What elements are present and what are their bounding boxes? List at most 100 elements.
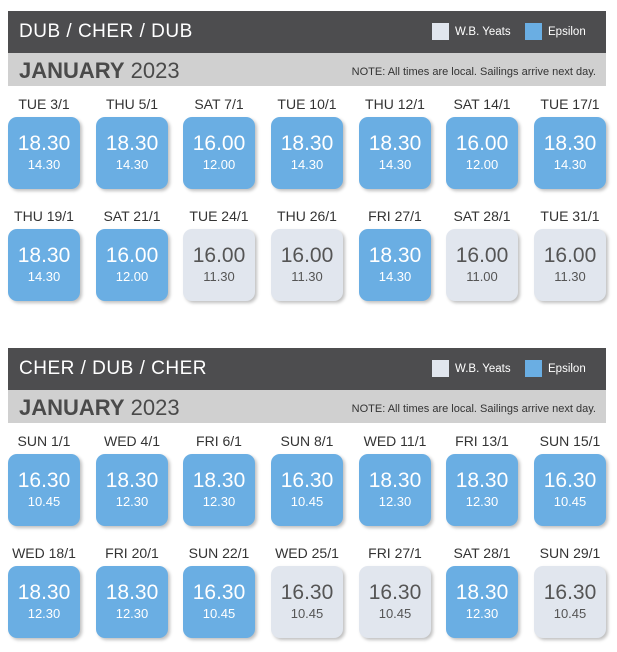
day-label: WED 11/1 (363, 433, 427, 449)
departure-time: 16.00 (192, 132, 246, 155)
departure-time: 16.30 (543, 469, 597, 492)
sailing-time-box[interactable]: 18.30 12.30 (96, 454, 168, 526)
sailing-day[interactable]: FRI 6/1 18.30 12.30 (183, 431, 255, 526)
day-label: SUN 22/1 (188, 545, 250, 561)
arrival-time: 12.30 (202, 494, 236, 509)
sailing-day[interactable]: WED 4/1 18.30 12.30 (96, 431, 168, 526)
sailing-day[interactable]: TUE 24/1 16.00 11.30 (183, 206, 255, 301)
sailing-day[interactable]: SUN 8/1 16.30 10.45 (271, 431, 343, 526)
sailing-time-box[interactable]: 16.30 10.45 (271, 454, 343, 526)
wb-yeats-swatch (432, 360, 449, 377)
sailing-day[interactable]: FRI 20/1 18.30 12.30 (96, 543, 168, 638)
sailing-time-box[interactable]: 16.30 10.45 (271, 566, 343, 638)
sailing-time-box[interactable]: 16.30 10.45 (534, 454, 606, 526)
sailing-day[interactable]: WED 18/1 18.30 12.30 (8, 543, 80, 638)
epsilon-swatch (525, 360, 542, 377)
sailing-day[interactable]: SUN 15/1 16.30 10.45 (534, 431, 606, 526)
sailing-day[interactable]: SAT 28/1 16.00 11.00 (446, 206, 518, 301)
sailing-time-box[interactable]: 16.30 10.45 (183, 566, 255, 638)
sailing-time-box[interactable]: 18.30 14.30 (96, 117, 168, 189)
day-label: SAT 7/1 (194, 96, 244, 112)
legend-epsilon: Epsilon (525, 23, 586, 40)
sailing-day[interactable]: WED 25/1 16.30 10.45 (271, 543, 343, 638)
sailing-time-box[interactable]: 16.00 11.30 (183, 229, 255, 301)
day-label: WED 18/1 (12, 545, 76, 561)
arrival-time: 14.30 (27, 157, 61, 172)
sailing-time-box[interactable]: 16.00 12.00 (96, 229, 168, 301)
departure-time: 16.00 (543, 244, 597, 267)
sailing-time-box[interactable]: 16.00 12.00 (183, 117, 255, 189)
sailing-time-box[interactable]: 18.30 12.30 (446, 566, 518, 638)
sailing-day[interactable]: SAT 21/1 16.00 12.00 (96, 206, 168, 301)
arrival-time: 14.30 (115, 157, 149, 172)
sailing-day[interactable]: FRI 27/1 16.30 10.45 (359, 543, 431, 638)
arrival-time: 14.30 (378, 157, 412, 172)
departure-time: 16.30 (543, 581, 597, 604)
arrival-time: 12.00 (465, 157, 499, 172)
sailing-day[interactable]: TUE 3/1 18.30 14.30 (8, 94, 80, 189)
wb-yeats-swatch (432, 23, 449, 40)
sailing-day[interactable]: FRI 27/1 18.30 14.30 (359, 206, 431, 301)
sailing-day[interactable]: THU 19/1 18.30 14.30 (8, 206, 80, 301)
sailing-time-box[interactable]: 18.30 14.30 (534, 117, 606, 189)
sailing-time-box[interactable]: 18.30 14.30 (8, 229, 80, 301)
month-year: 2023 (130, 395, 180, 420)
day-label: SAT 28/1 (453, 208, 511, 224)
sailing-day[interactable]: FRI 13/1 18.30 12.30 (446, 431, 518, 526)
departure-time: 16.30 (192, 581, 246, 604)
sailing-day[interactable]: SAT 7/1 16.00 12.00 (183, 94, 255, 189)
sailing-time-box[interactable]: 18.30 12.30 (446, 454, 518, 526)
sailing-time-box[interactable]: 18.30 14.30 (8, 117, 80, 189)
times-note: NOTE: All times are local. Sailings arri… (351, 403, 596, 415)
sailing-day[interactable]: SUN 1/1 16.30 10.45 (8, 431, 80, 526)
sailing-day[interactable]: SAT 14/1 16.00 12.00 (446, 94, 518, 189)
departure-time: 18.30 (105, 469, 159, 492)
sailing-time-box[interactable]: 16.00 11.30 (534, 229, 606, 301)
sailing-day[interactable]: SUN 22/1 16.30 10.45 (183, 543, 255, 638)
month-title: JANUARY 2023 (19, 395, 180, 421)
legend-label: Epsilon (548, 25, 586, 38)
day-label: TUE 31/1 (540, 208, 600, 224)
schedule-dub-cher-dub: DUB / CHER / DUB W.B. Yeats Epsilon JANU… (8, 11, 606, 301)
departure-time: 18.30 (17, 132, 71, 155)
arrival-time: 10.45 (553, 494, 587, 509)
sailing-day[interactable]: SAT 28/1 18.30 12.30 (446, 543, 518, 638)
arrival-time: 14.30 (290, 157, 324, 172)
sailing-time-box[interactable]: 18.30 14.30 (359, 229, 431, 301)
sailing-time-box[interactable]: 16.00 11.30 (271, 229, 343, 301)
departure-time: 16.30 (368, 581, 422, 604)
sailing-time-box[interactable]: 16.30 10.45 (534, 566, 606, 638)
arrival-time: 12.00 (202, 157, 236, 172)
sailing-time-box[interactable]: 18.30 14.30 (359, 117, 431, 189)
sailing-time-box[interactable]: 16.00 12.00 (446, 117, 518, 189)
departure-time: 18.30 (455, 469, 509, 492)
sailing-time-box[interactable]: 18.30 12.30 (359, 454, 431, 526)
day-label: SUN 8/1 (280, 433, 334, 449)
sailing-time-box[interactable]: 18.30 12.30 (183, 454, 255, 526)
sailing-day[interactable]: TUE 10/1 18.30 14.30 (271, 94, 343, 189)
departure-time: 16.00 (280, 244, 334, 267)
sailing-time-box[interactable]: 16.30 10.45 (8, 454, 80, 526)
sailing-day[interactable]: THU 12/1 18.30 14.30 (359, 94, 431, 189)
departure-time: 18.30 (192, 469, 246, 492)
sailing-time-box[interactable]: 16.30 10.45 (359, 566, 431, 638)
sailing-day[interactable]: TUE 17/1 18.30 14.30 (534, 94, 606, 189)
sailing-day[interactable]: WED 11/1 18.30 12.30 (359, 431, 431, 526)
legend-epsilon: Epsilon (525, 360, 586, 377)
sailing-day[interactable]: THU 26/1 16.00 11.30 (271, 206, 343, 301)
times-note: NOTE: All times are local. Sailings arri… (351, 66, 596, 78)
arrival-time: 10.45 (378, 606, 412, 621)
arrival-time: 10.45 (290, 494, 324, 509)
arrival-time: 12.30 (378, 494, 412, 509)
day-label: SAT 28/1 (453, 545, 511, 561)
arrival-time: 10.45 (27, 494, 61, 509)
route-title: DUB / CHER / DUB (19, 21, 193, 42)
sailing-time-box[interactable]: 18.30 12.30 (96, 566, 168, 638)
sailing-day[interactable]: THU 5/1 18.30 14.30 (96, 94, 168, 189)
sailing-time-box[interactable]: 18.30 12.30 (8, 566, 80, 638)
sailing-time-box[interactable]: 18.30 14.30 (271, 117, 343, 189)
arrival-time: 12.30 (27, 606, 61, 621)
sailing-time-box[interactable]: 16.00 11.00 (446, 229, 518, 301)
sailing-day[interactable]: TUE 31/1 16.00 11.30 (534, 206, 606, 301)
sailing-day[interactable]: SUN 29/1 16.30 10.45 (534, 543, 606, 638)
